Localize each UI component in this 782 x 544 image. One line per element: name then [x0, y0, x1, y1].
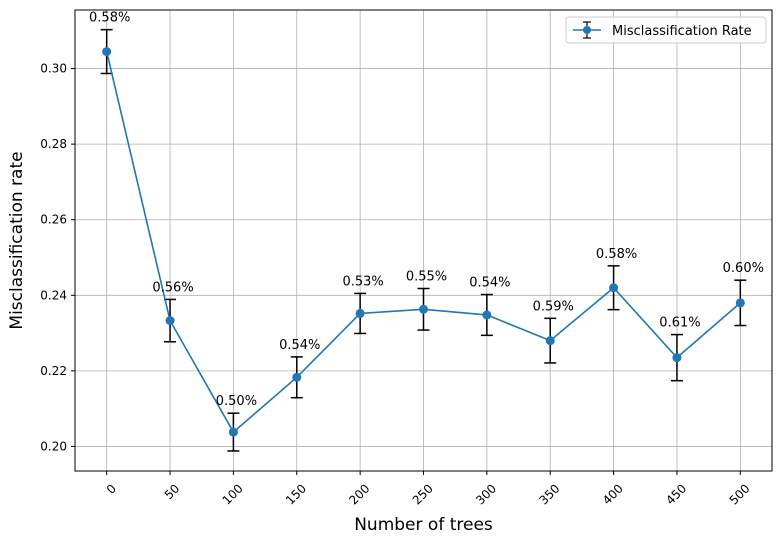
x-tick-label: 300 [473, 481, 499, 507]
y-tick-label: 0.22 [40, 364, 67, 378]
data-label: 0.58% [89, 11, 130, 26]
data-point [165, 316, 175, 326]
data-point [102, 47, 112, 57]
legend: Misclassification Rate [565, 16, 767, 44]
x-tick-label: 350 [536, 481, 562, 507]
series-line-group [102, 47, 745, 437]
data-point [545, 336, 555, 346]
data-point [355, 308, 365, 318]
data-label: 0.53% [342, 274, 383, 289]
data-point [228, 427, 238, 437]
y-axis-ticks: 0.20 0.22 0.24 0.26 0.28 0.30 [40, 62, 75, 453]
x-tick-label: 250 [410, 481, 436, 507]
data-point [419, 304, 428, 314]
x-tick-label: 450 [663, 481, 689, 507]
data-point [735, 298, 745, 308]
x-tick-label: 200 [346, 481, 372, 507]
x-tick-label: 150 [283, 481, 309, 507]
data-label: 0.61% [659, 316, 700, 331]
y-tick-label: 0.24 [40, 288, 67, 302]
legend-point [583, 26, 591, 34]
data-point [292, 372, 302, 382]
x-tick-label: 0 [104, 481, 119, 496]
data-labels: 0.58% 0.56% 0.50% 0.54% 0.53% 0.55% 0.54% 0.59%… [89, 11, 764, 410]
data-point [609, 283, 619, 293]
data-label: 0.50% [216, 394, 257, 409]
data-label: 0.56% [152, 280, 193, 295]
y-tick-label: 0.30 [40, 62, 67, 76]
legend-label: Misclassification Rate [612, 24, 752, 39]
legend-box [565, 16, 767, 44]
data-label: 0.59% [533, 299, 574, 314]
x-tick-label: 500 [727, 481, 753, 507]
data-label: 0.54% [279, 338, 320, 353]
x-tick-label: 50 [162, 481, 183, 502]
y-tick-label: 0.20 [40, 439, 67, 453]
y-tick-label: 0.28 [40, 137, 67, 151]
grid [75, 10, 772, 471]
y-axis-label: Misclassification rate [7, 151, 27, 329]
data-label: 0.54% [469, 276, 510, 291]
data-label: 0.58% [596, 247, 637, 262]
data-label: 0.55% [406, 269, 447, 284]
legend-marker [573, 21, 601, 39]
x-tick-label: 100 [220, 481, 246, 507]
x-axis-ticks: 0 50 100 150 200 250 300 350 400 450 500 [104, 471, 753, 508]
x-axis-label: Number of trees [354, 515, 493, 535]
x-tick-label: 400 [600, 481, 626, 507]
data-label: 0.60% [723, 261, 764, 276]
data-point [482, 310, 492, 320]
data-point [672, 353, 682, 363]
y-tick-label: 0.26 [40, 213, 67, 227]
